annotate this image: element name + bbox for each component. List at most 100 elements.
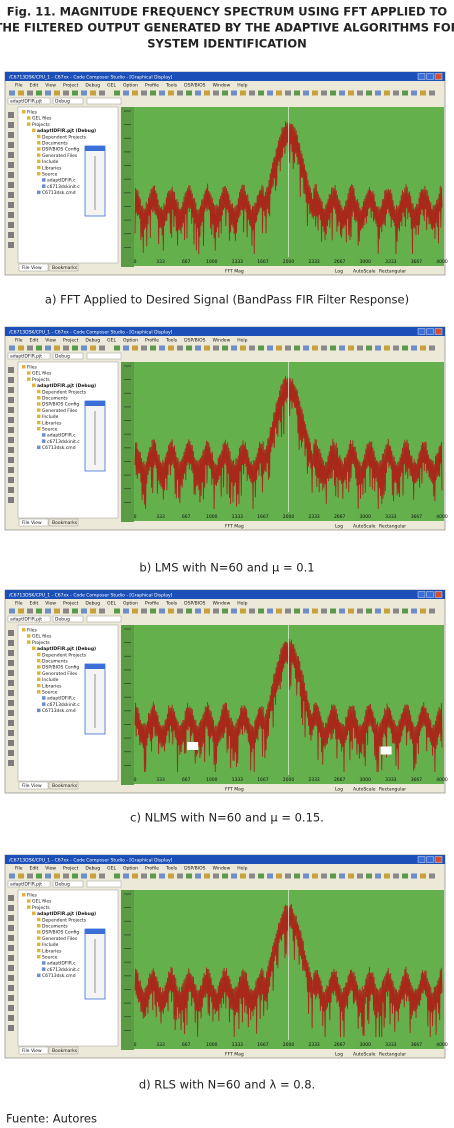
tree-icon [42,961,46,965]
toolbar-icon [99,608,105,614]
toolbar-icon [276,608,282,614]
menu-item: Tools [165,83,178,89]
x-tick-label: 3667 [411,514,423,520]
side-icon [8,467,14,473]
tree-item: Dependent Projects [42,389,87,395]
toolbar-icon [141,345,147,351]
toolbar-icon [231,608,237,614]
toolbar-icon [132,90,138,96]
tree-icon [32,646,36,651]
tree-item: c6713dskinit.c [47,702,80,708]
x-tick-label: 2333 [308,259,320,265]
toolbar-icon [348,90,354,96]
x-tick-label: 3333 [385,259,397,265]
side-icon [8,377,14,383]
side-icon [8,915,14,921]
x-tick-label: 3000 [360,1042,372,1048]
x-tick-label: 1667 [257,259,269,265]
side-icon [8,387,14,393]
tree-icon [37,408,41,412]
toolbar-icon [54,873,60,879]
tree-icon [37,942,41,947]
toolbar-icon [375,873,381,879]
panel-caption: b) LMS with N=60 and μ = 0.1 [139,561,314,575]
tree-icon [32,911,36,916]
menu-item: File [15,83,23,89]
plot-label-strip [121,890,134,1050]
toolbar-icon [411,608,417,614]
toolbar-icon [123,345,129,351]
tree-item: Documents [42,396,68,402]
project-combo-text: adaptIDFIR.pjt [10,99,42,105]
toolbar-icon [276,873,282,879]
menu-item: Profile [145,338,159,344]
side-icon [8,437,14,443]
x-tick-label: 2667 [334,514,346,520]
tab [48,263,79,272]
window-button [426,856,434,863]
menu-item: Help [237,866,247,872]
figure-source: Fuente: Autores [6,1112,97,1126]
toolbar-icon [348,608,354,614]
window-button [434,73,443,80]
toolbar-icon [366,608,372,614]
toolbar-icon [249,345,255,351]
tree-icon [37,402,41,406]
toolbar-icon [114,873,120,879]
x-tick-label: 333 [156,514,165,520]
tree-icon [37,445,41,450]
menu-item: Project [63,83,79,89]
tree-icon [37,677,41,682]
toolbar-icon [303,345,309,351]
toolbar-icon [186,90,192,96]
tree-item: Include [42,942,59,948]
tree-item: Projects [32,905,50,911]
project-combo [7,880,51,888]
title-bar [5,72,445,81]
side-icon [8,172,14,178]
toolbar-icon [186,608,192,614]
tree-icon [42,696,46,700]
window-button [426,328,434,335]
tab-label: File View [22,265,42,271]
side-icon [8,367,14,373]
toolbar-icon [213,345,219,351]
tree-icon [27,371,31,375]
side-icon [8,720,14,726]
tree-item: GEL files [32,899,52,905]
side-icon [8,122,14,128]
tree-item: c6713dskinit.c [47,439,80,445]
toolbar-icon [267,90,273,96]
side-icon [8,487,14,493]
tree-item: Include [42,414,59,420]
side-icon [8,995,14,1001]
tree-item: Projects [32,377,50,383]
x-tick-label: 1667 [257,514,269,520]
toolbar-icon [258,608,264,614]
side-icon [8,680,14,686]
tree-item: Include [42,159,59,165]
tree-item: DSP/BIOS Config [42,402,79,408]
toolbar-icon [330,608,336,614]
side-icon [8,232,14,238]
toolbar-icon [339,90,345,96]
toolbar-icon [81,873,87,879]
toolbar-icon [402,608,408,614]
toolbar-icon [393,873,399,879]
toolbar-icon [63,873,69,879]
plot-label-strip [121,107,134,267]
tree-item: adaptIDFIR.pjt (Debug) [37,646,96,652]
status-item: Log [335,269,343,275]
toolbar-icon [240,90,246,96]
menu-item: View [45,601,56,607]
toolbar-icon [177,345,183,351]
toolbar-icon [312,873,318,879]
menu-item: Project [63,601,79,607]
config-combo [52,880,84,888]
toolbar-icon [36,90,42,96]
tree-icon [37,396,41,400]
x-tick-label: 3667 [411,777,423,783]
figure-title: SYSTEM IDENTIFICATION [147,37,307,51]
status-item: Log [335,1052,343,1058]
toolbar-icon [375,345,381,351]
